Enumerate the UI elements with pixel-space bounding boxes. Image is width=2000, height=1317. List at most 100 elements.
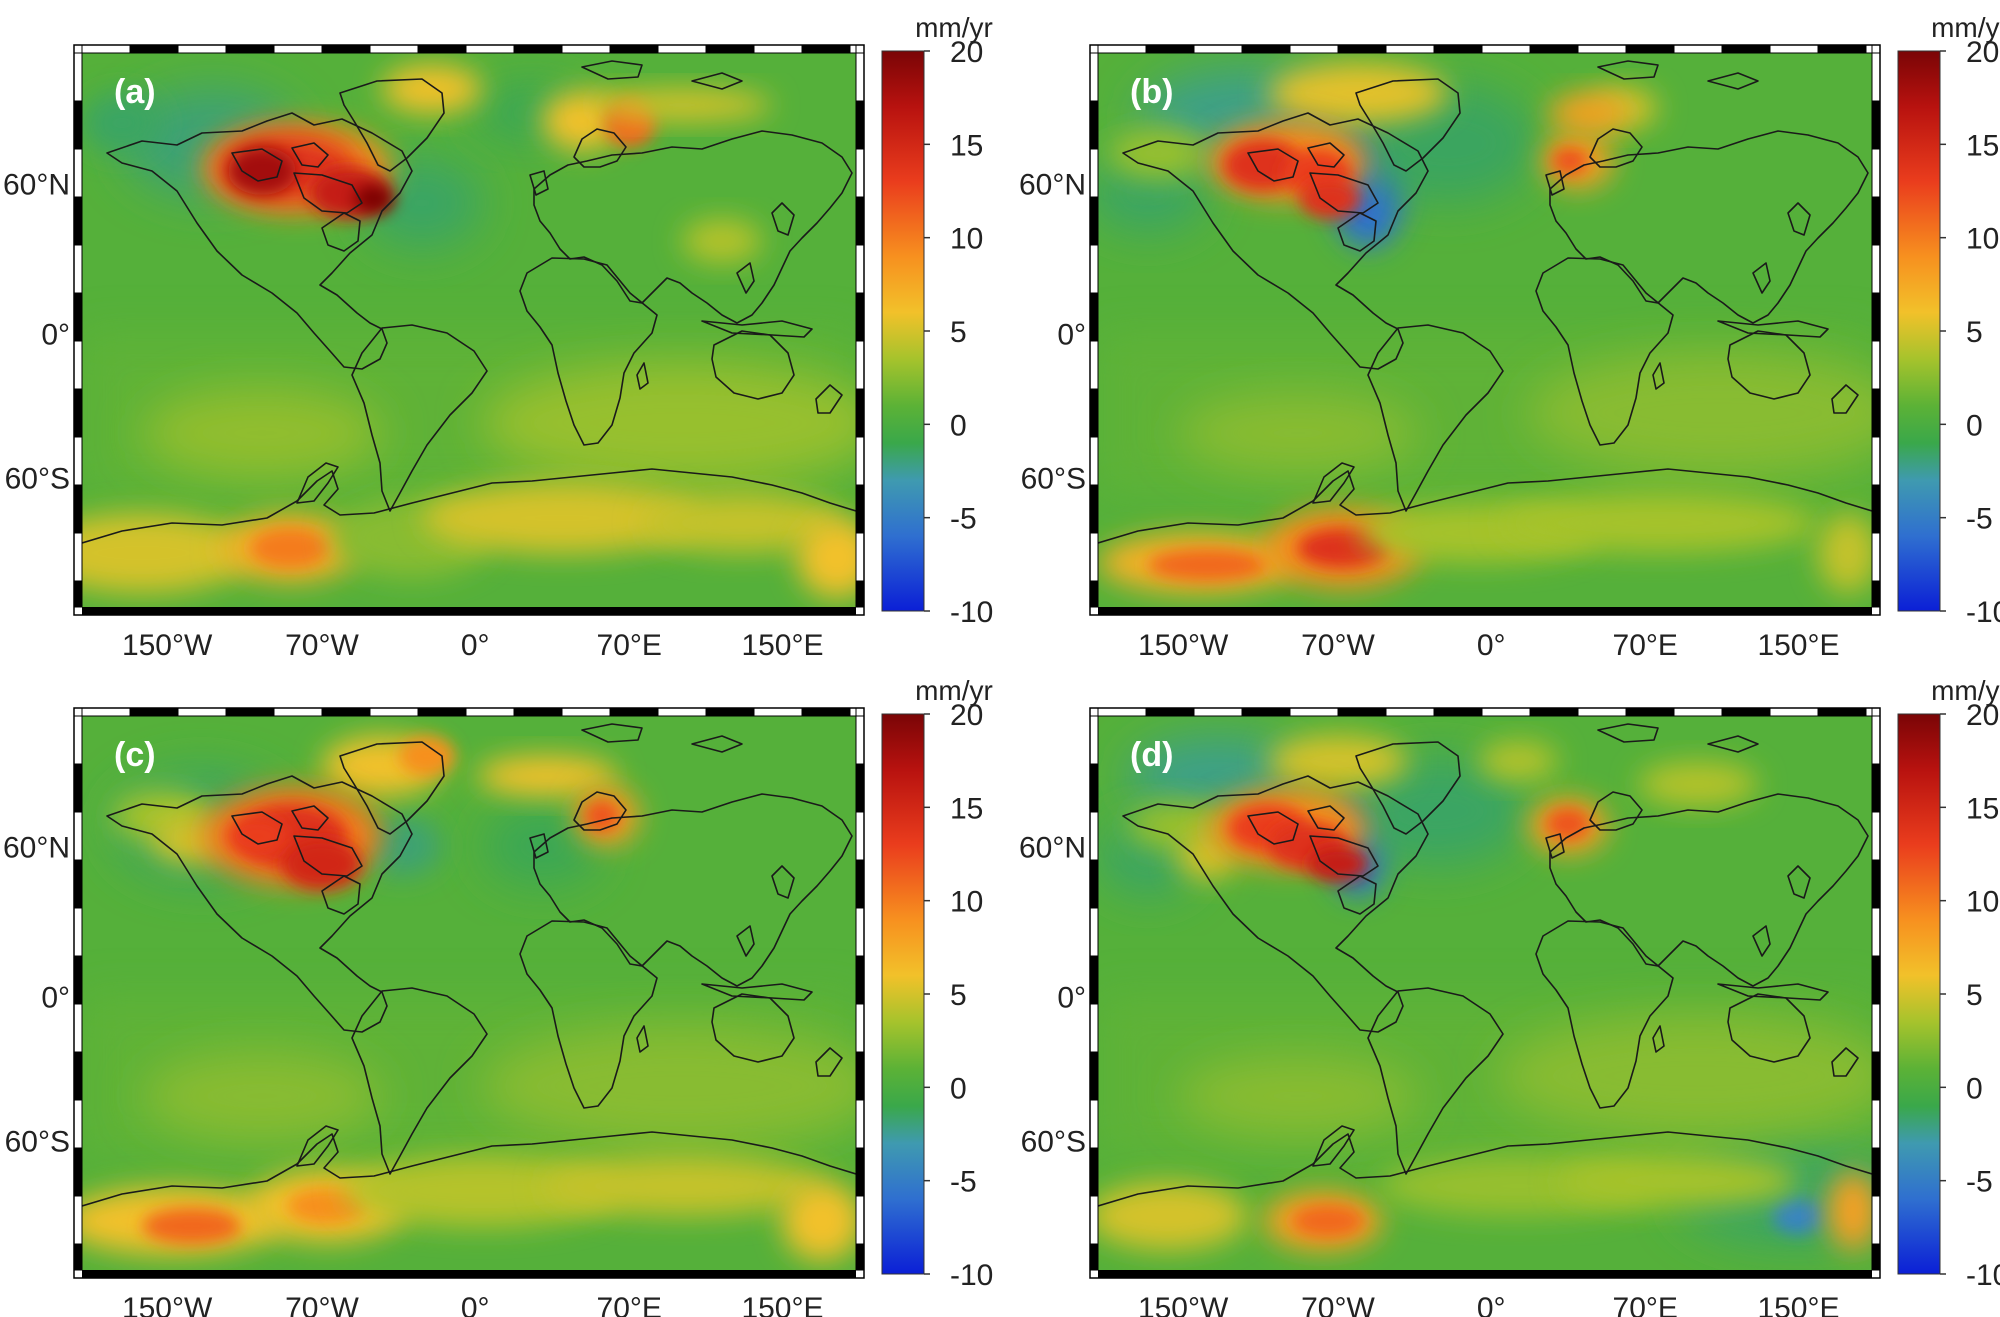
colorbar-unit: mm/yr bbox=[915, 675, 993, 706]
colorbar-tick-label: 15 bbox=[1966, 129, 1999, 162]
longitude-tick-label: 70°W bbox=[285, 1292, 359, 1317]
anomaly-blob bbox=[1498, 493, 1818, 553]
anomaly-blob bbox=[1348, 756, 1528, 866]
map-frame bbox=[1089, 44, 1881, 616]
longitude-tick-label: 150°E bbox=[741, 1292, 823, 1317]
anomaly-blob bbox=[542, 1156, 822, 1216]
latitude-tick-label: 60°S bbox=[1021, 1125, 1086, 1158]
anomaly-blob bbox=[1546, 808, 1590, 840]
anomaly-blob bbox=[1148, 549, 1268, 581]
colorbar-tick-label: 15 bbox=[1966, 792, 1999, 825]
longitude-tick-label: 150°E bbox=[1757, 629, 1839, 662]
longitude-tick-label: 150°W bbox=[1138, 1292, 1229, 1317]
anomaly-blob bbox=[1552, 147, 1588, 175]
colorbar-tick-label: 10 bbox=[1966, 223, 1999, 256]
colorbar-tick-label: 15 bbox=[950, 792, 983, 825]
colorbar-unit: mm/yr bbox=[1931, 675, 2000, 706]
anomaly-blob bbox=[1827, 1171, 1872, 1251]
colorbar-tick-label: 10 bbox=[950, 223, 983, 256]
anomaly-blob bbox=[250, 528, 330, 568]
colorbar-gradient bbox=[1897, 50, 1941, 612]
anomaly-blob bbox=[1818, 513, 1872, 593]
anomaly-blob bbox=[482, 1026, 856, 1146]
latitude-tick-label: 60°S bbox=[5, 462, 70, 495]
map-panel-b: (b) 150°W 70°W 0° 70°E 150°E 60°N 0° 60°S mm/yr20… bbox=[1019, 12, 2000, 662]
panel-label: (a) bbox=[114, 73, 156, 111]
colorbar-tick-label: -10 bbox=[950, 1259, 993, 1292]
colorbar-unit: mm/yr bbox=[915, 12, 993, 43]
colorbar-tick-label: 10 bbox=[950, 886, 983, 919]
longitude-tick-label: 70°E bbox=[597, 629, 662, 662]
latitude-tick-label: 0° bbox=[1057, 981, 1086, 1014]
anomaly-blob bbox=[1638, 762, 1758, 806]
latitude-tick-label: 60°N bbox=[3, 169, 70, 202]
colorbar-tick-label: -10 bbox=[950, 596, 993, 629]
anomaly-blob bbox=[282, 838, 362, 890]
longitude-tick-label: 150°E bbox=[741, 629, 823, 662]
latitude-tick-label: 60°N bbox=[1019, 832, 1086, 865]
anomaly-blob bbox=[382, 65, 482, 113]
longitude-tick-label: 150°E bbox=[1757, 1292, 1839, 1317]
anomaly-blob bbox=[1308, 846, 1368, 882]
colorbar-tick-label: 20 bbox=[1966, 699, 1999, 732]
longitude-tick-label: 70°W bbox=[285, 629, 359, 662]
anomaly-blob bbox=[1178, 393, 1418, 473]
anomaly-blob bbox=[482, 363, 856, 483]
map-frame bbox=[1089, 707, 1881, 1279]
colorbar-tick-label: -5 bbox=[1966, 1166, 1993, 1199]
anomaly-blob bbox=[362, 816, 442, 876]
anomaly-blob bbox=[1108, 127, 1208, 179]
velocity-field-d bbox=[1098, 716, 1872, 1270]
anomaly-blob bbox=[1268, 735, 1408, 787]
latitude-tick-label: 60°S bbox=[5, 1125, 70, 1158]
anomaly-blob bbox=[354, 185, 394, 213]
anomaly-blob bbox=[1772, 1198, 1824, 1234]
anomaly-blob bbox=[362, 158, 482, 248]
longitude-tick-label: 0° bbox=[461, 629, 490, 662]
anomaly-blob bbox=[642, 493, 842, 553]
colorbar-tick-label: 5 bbox=[950, 979, 967, 1012]
anomaly-blob bbox=[142, 1051, 382, 1141]
longitude-tick-label: 70°W bbox=[1301, 629, 1375, 662]
anomaly-blob bbox=[592, 89, 772, 121]
colorbar-tick-label: -5 bbox=[1966, 503, 1993, 536]
longitude-tick-label: 70°E bbox=[597, 1292, 662, 1317]
map-frame bbox=[73, 44, 865, 616]
colorbar-tick-label: 20 bbox=[950, 36, 983, 69]
longitude-tick-label: 70°W bbox=[1301, 1292, 1375, 1317]
panel-label: (d) bbox=[1130, 736, 1173, 774]
anomaly-blob bbox=[1478, 741, 1558, 781]
longitude-tick-label: 150°W bbox=[122, 629, 213, 662]
anomaly-blob bbox=[142, 1208, 242, 1244]
anomaly-blob bbox=[422, 482, 702, 554]
anomaly-blob bbox=[797, 518, 856, 598]
colorbar-tick-label: 0 bbox=[1966, 409, 1983, 442]
anomaly-blob bbox=[82, 513, 252, 593]
anomaly-blob bbox=[342, 1155, 622, 1227]
longitude-tick-label: 150°W bbox=[1138, 629, 1229, 662]
latitude-tick-label: 60°N bbox=[1019, 169, 1086, 202]
colorbar-unit: mm/yr bbox=[1931, 12, 2000, 43]
longitude-tick-label: 0° bbox=[1477, 1292, 1506, 1317]
colorbar-gradient bbox=[881, 713, 925, 1275]
anomaly-blob bbox=[399, 736, 455, 776]
velocity-field-c bbox=[82, 716, 856, 1270]
anomaly-blob bbox=[1528, 353, 1872, 473]
panel-label: (b) bbox=[1130, 73, 1173, 111]
anomaly-blob bbox=[82, 93, 162, 153]
colorbar-tick-label: 20 bbox=[1966, 36, 1999, 69]
anomaly-blob bbox=[477, 756, 617, 796]
anomaly-blob bbox=[782, 1181, 856, 1261]
colorbar-tick-label: 15 bbox=[950, 129, 983, 162]
anomaly-blob bbox=[1292, 1205, 1364, 1237]
colorbar-tick-label: -5 bbox=[950, 1166, 977, 1199]
colorbar-tick-label: 0 bbox=[950, 1072, 967, 1105]
anomaly-blob bbox=[1098, 1182, 1248, 1250]
longitude-tick-label: 70°E bbox=[1613, 629, 1678, 662]
colorbar-tick-label: 20 bbox=[950, 699, 983, 732]
map-frame bbox=[73, 707, 865, 1279]
colorbar-gradient bbox=[1897, 713, 1941, 1275]
anomaly-blob bbox=[1548, 93, 1628, 133]
